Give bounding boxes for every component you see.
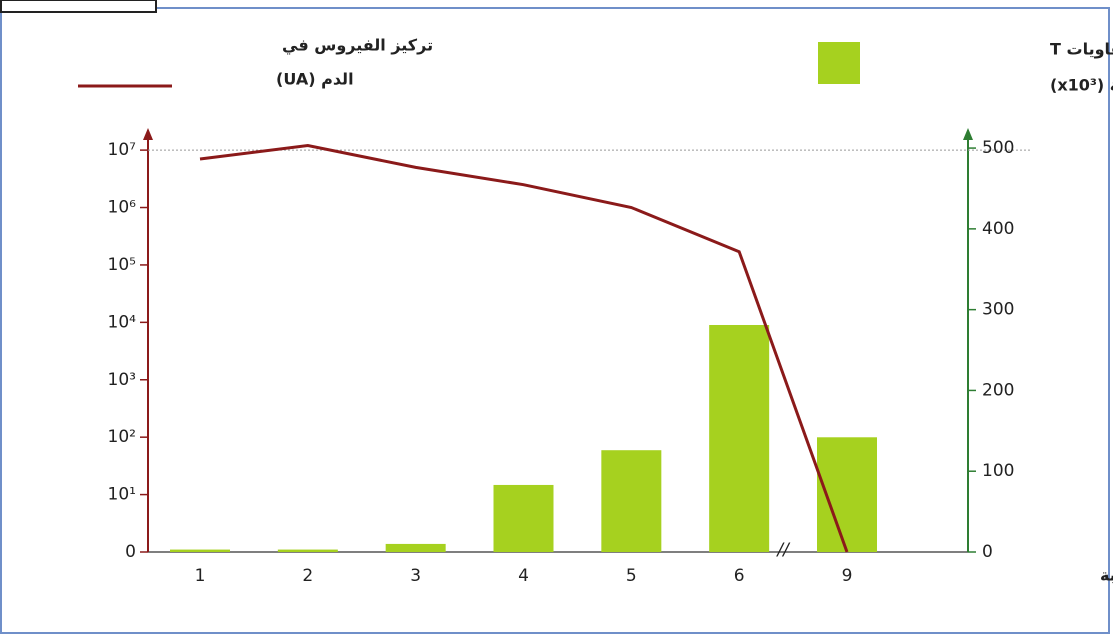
line xyxy=(199,144,849,553)
x-axis-label: عدد الأيام بعد الاصابة xyxy=(1100,566,1113,585)
y-tick-label: 10⁷ xyxy=(108,140,137,160)
x-tick-label: 1 xyxy=(195,566,206,586)
x-tick-label: 9 xyxy=(842,566,853,586)
y-tick-label: 10⁵ xyxy=(108,255,136,275)
x-tick-label: 6 xyxy=(734,566,745,586)
y-tick-label: 10⁶ xyxy=(108,198,137,218)
y2-axis-arrow xyxy=(963,128,973,140)
y-tick-label: 10³ xyxy=(108,370,136,390)
legend-label: الدم (UA) xyxy=(276,70,354,89)
bar xyxy=(709,324,770,552)
y2-tick-label: 500 xyxy=(982,138,1014,158)
x-tick-label: 2 xyxy=(302,566,313,586)
y2-tick-label: 100 xyxy=(982,461,1014,481)
corner-box xyxy=(0,0,157,13)
bar xyxy=(385,543,446,552)
y2-tick-label: 0 xyxy=(982,542,993,562)
bar xyxy=(601,450,662,552)
frame xyxy=(0,7,1110,634)
x-tick-label: 5 xyxy=(626,566,637,586)
legend-label: عدد اللمفاويات T xyxy=(1050,40,1113,59)
bar xyxy=(493,484,554,552)
y-tick-label: 10⁴ xyxy=(108,312,137,332)
x-tick-label: 4 xyxy=(518,566,529,586)
legend-label: تركيز الفيروس في xyxy=(282,36,433,56)
y-tick-label: 10² xyxy=(108,427,136,447)
y-axis-arrow xyxy=(143,128,153,140)
bar xyxy=(170,549,230,552)
y2-tick-label: 400 xyxy=(982,219,1014,239)
y2-tick-label: 200 xyxy=(982,380,1014,400)
legend-label: السامة (x10³) xyxy=(1050,76,1113,95)
bar xyxy=(277,549,338,552)
y-tick-label: 0 xyxy=(125,542,136,562)
x-tick-label: 3 xyxy=(410,566,421,586)
y-tick-label: 10¹ xyxy=(108,485,136,505)
axis-break: // xyxy=(775,540,791,560)
y2-tick-label: 300 xyxy=(982,300,1014,320)
legend-swatch xyxy=(818,42,860,84)
